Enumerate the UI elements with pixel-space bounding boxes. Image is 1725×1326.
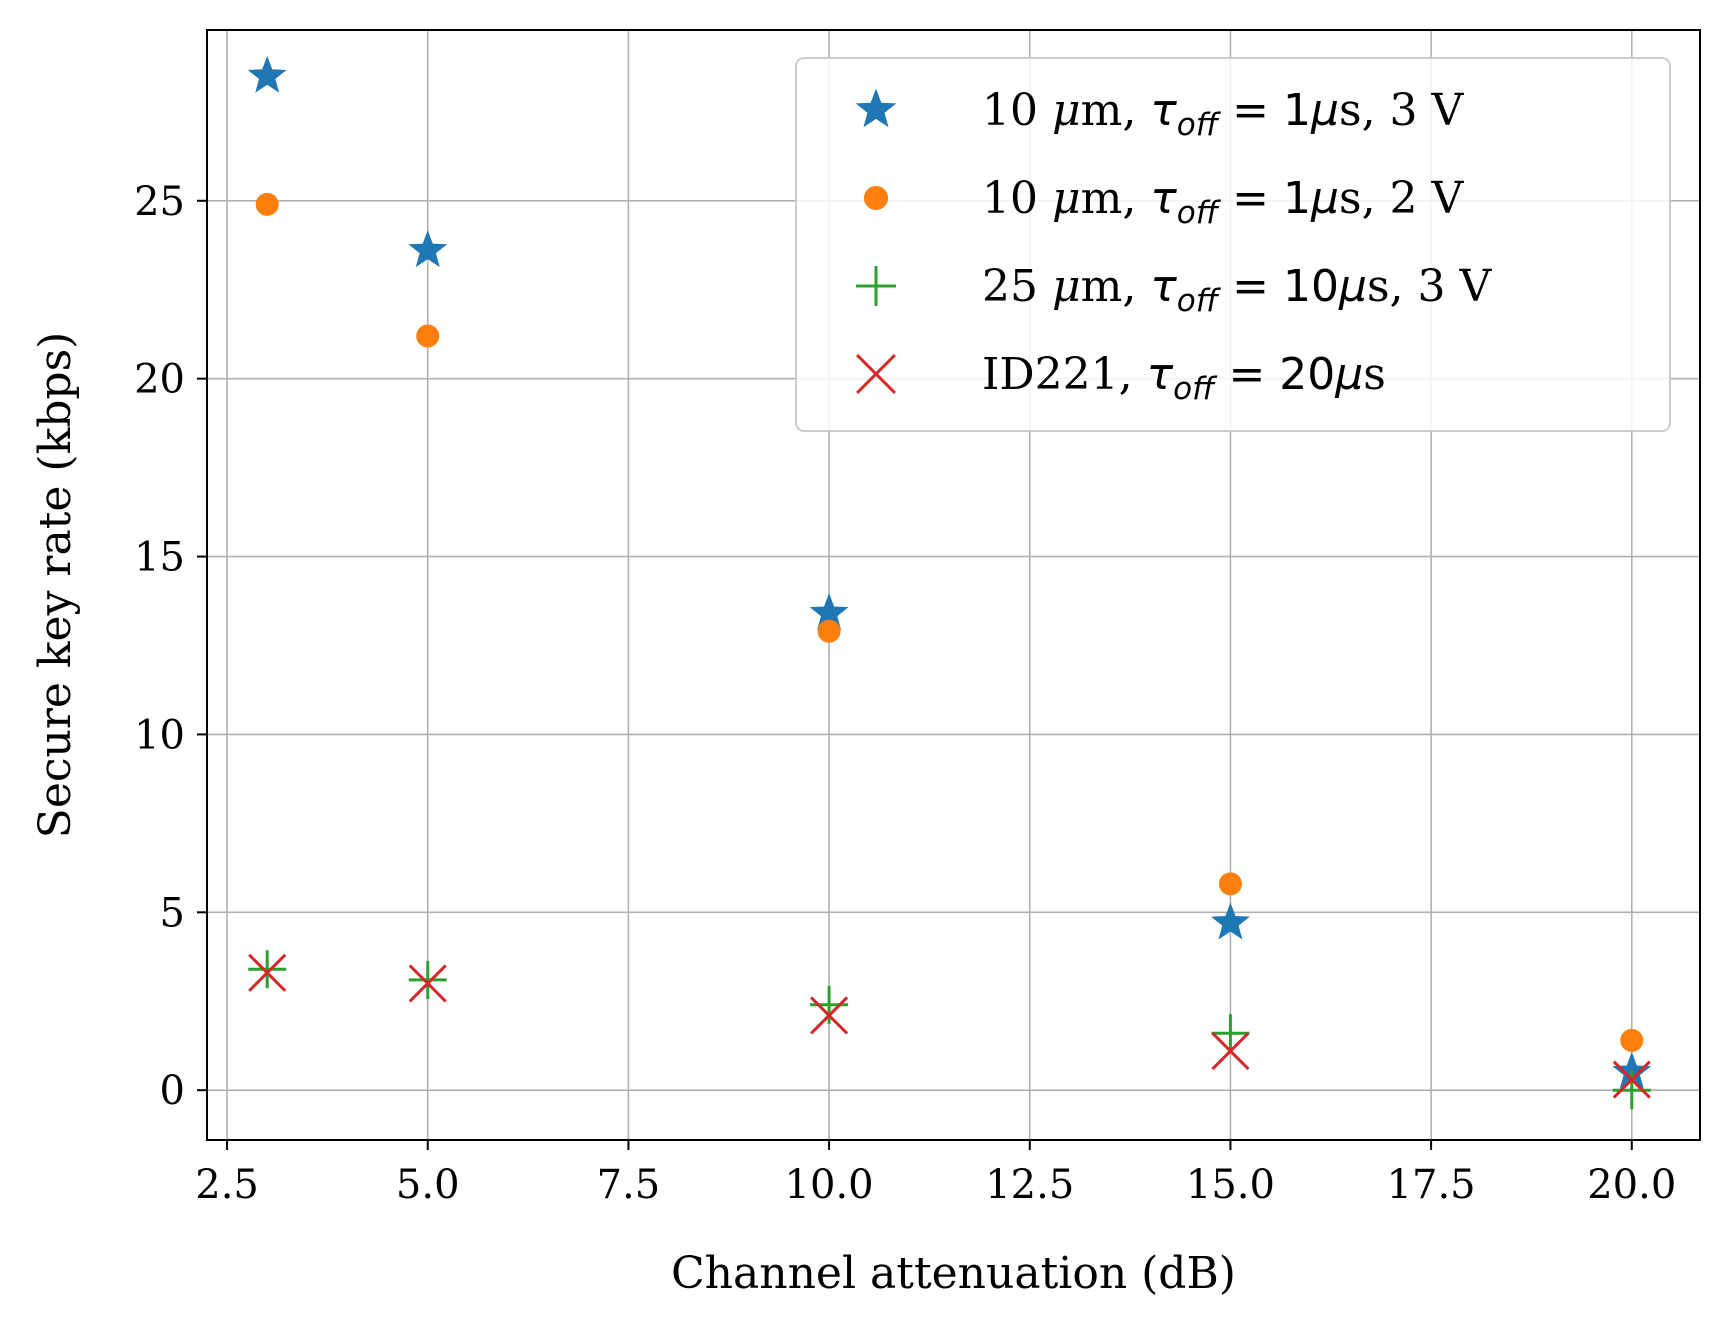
series-2	[255, 192, 1644, 1052]
data-point-x	[408, 964, 447, 1003]
x-tick-label: 12.5	[985, 1162, 1074, 1208]
legend-label-part: μ	[1052, 261, 1081, 312]
legend-label: 10 μm, τoff = 1μs, 2 V	[982, 173, 1465, 231]
legend-marker-x-b	[856, 354, 896, 394]
x-tick-label: 10.0	[785, 1162, 874, 1208]
legend-frame	[795, 57, 1671, 432]
legend-entry: 10 μm, τoff = 1μs, 3 V	[855, 85, 1465, 143]
y-axis-label: Secure key rate (kbps)	[30, 332, 81, 839]
series-4	[248, 953, 1651, 1099]
legend-label-part: 25	[982, 261, 1052, 312]
data-point-x-b	[1211, 1031, 1250, 1071]
legend-label-part: m,	[1081, 261, 1151, 312]
legend-label-part: μ	[1338, 261, 1367, 312]
legend-label-part: off	[1177, 195, 1222, 231]
data-point-x	[810, 996, 849, 1035]
axis-ticks: 2.5 5.0 7.5 10.0 12.5 15.0 17.5 20.0 0 5 10 15 20 25	[134, 179, 1676, 1208]
legend-entry: ID221, τoff = 20μs	[856, 349, 1386, 407]
x-tick-label: 20.0	[1587, 1162, 1676, 1208]
x-tick-label: 2.5	[195, 1162, 259, 1208]
plot-frame	[206, 29, 1701, 1141]
legend-label-part: 10	[982, 85, 1052, 136]
y-tick-label: 25	[134, 179, 185, 225]
legend-label-part: = 20	[1214, 349, 1335, 400]
legend-marker-x	[856, 354, 896, 394]
legend-label-part: τ	[1147, 349, 1174, 400]
legend-label-part: μ	[1310, 85, 1339, 136]
data-point-x-b	[248, 953, 287, 992]
legend-label-part: μ	[1052, 85, 1081, 136]
data-point-plus	[408, 960, 447, 999]
x-tick-label: 15.0	[1186, 1162, 1275, 1208]
data-point-x	[248, 953, 287, 992]
legend-label-part: ID221,	[982, 349, 1147, 400]
legend-label-part: m,	[1081, 173, 1151, 224]
legend-label-part: m,	[1081, 85, 1151, 136]
legend-label: 25 μm, τoff = 10μs, 3 V	[982, 261, 1493, 319]
legend-label-part: τ	[1150, 173, 1177, 224]
data-point-circle	[1620, 1028, 1644, 1052]
data-point-x-b	[408, 964, 447, 1003]
legend-label-part: μ	[1334, 349, 1363, 400]
legend-marker-circle	[863, 185, 889, 211]
legend-label-part: = 1	[1218, 173, 1311, 224]
data-point-star	[408, 230, 448, 268]
legend-label-part: s, 2 V	[1339, 173, 1465, 224]
legend-label-part: μ	[1310, 173, 1339, 224]
data-point-x-b	[810, 996, 849, 1035]
x-tick-label: 17.5	[1387, 1162, 1476, 1208]
legend-label: 10 μm, τoff = 1μs, 3 V	[982, 85, 1465, 143]
legend-entry: 10 μm, τoff = 1μs, 2 V	[863, 173, 1465, 231]
legend-entry: 25 μm, τoff = 10μs, 3 V	[856, 261, 1493, 319]
data-point-x	[1211, 1031, 1250, 1071]
legend-label-part: μ	[1052, 173, 1081, 224]
legend-label-part: off	[1177, 107, 1222, 143]
data-point-star	[247, 55, 287, 93]
legend-label-part: = 10	[1218, 261, 1339, 312]
y-tick-label: 20	[134, 357, 185, 403]
legend-marker-star	[855, 88, 897, 128]
data-point-plus	[1211, 1014, 1250, 1053]
legend-label-part: τ	[1150, 85, 1177, 136]
legend-label-part: s, 3 V	[1367, 261, 1493, 312]
legend-marker-plus	[856, 266, 896, 306]
x-tick-label: 5.0	[396, 1162, 460, 1208]
data-point-plus	[248, 950, 287, 989]
y-tick-label: 5	[160, 890, 185, 936]
data-point-circle	[1218, 872, 1242, 896]
x-tick-label: 7.5	[597, 1162, 661, 1208]
data-point-circle	[255, 192, 279, 216]
legend-label-part: off	[1177, 283, 1222, 319]
data-point-x	[1612, 1060, 1651, 1099]
data-point-circle	[817, 619, 841, 643]
legend-label-part: τ	[1150, 261, 1177, 312]
legend: 10 μm, τoff = 1μs, 3 V10 μm, τoff = 1μs,…	[795, 57, 1671, 432]
legend-label-part: off	[1173, 371, 1218, 407]
data-marks	[247, 55, 1652, 1110]
legend-label-part: 10	[982, 173, 1052, 224]
x-axis-label: Channel attenuation (dB)	[671, 1248, 1236, 1299]
legend-label-part: s, 3 V	[1339, 85, 1465, 136]
y-tick-label: 15	[134, 535, 185, 581]
data-point-circle	[416, 324, 440, 348]
legend-label: ID221, τoff = 20μs	[982, 349, 1386, 407]
y-tick-label: 0	[160, 1068, 185, 1114]
data-point-x-b	[1612, 1060, 1651, 1099]
data-point-star	[1211, 902, 1250, 940]
y-tick-label: 10	[134, 712, 185, 758]
legend-label-part: = 1	[1218, 85, 1311, 136]
legend-label-part: s	[1363, 349, 1386, 400]
